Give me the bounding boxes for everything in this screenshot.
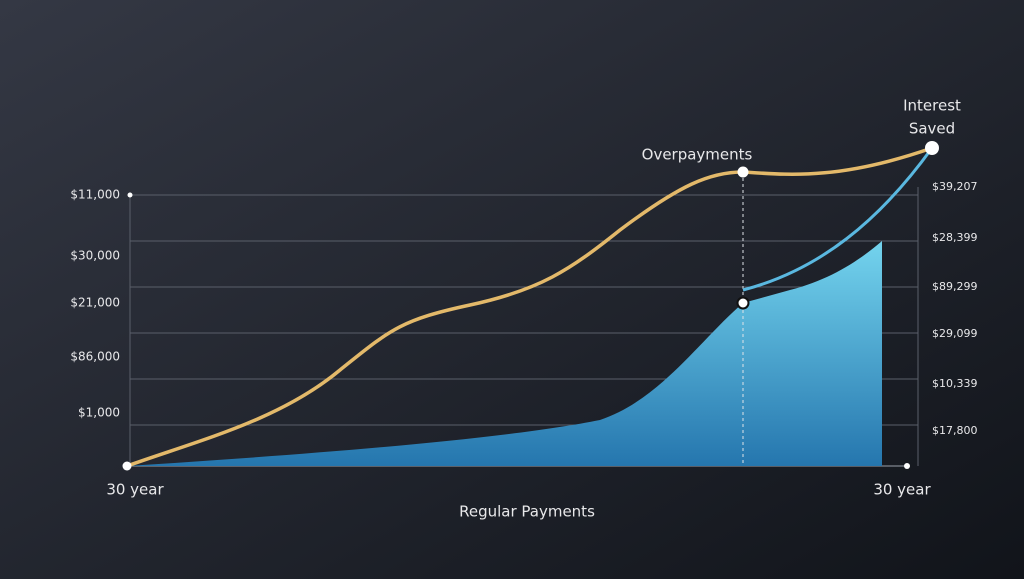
left-axis-label: $30,000 [70,249,120,263]
interest-line [742,147,934,292]
right-axis-label: $17,800 [932,424,978,437]
x-label: 30 year [873,481,931,499]
annotation: Interest [903,97,961,115]
right-axis-label: $10,339 [932,377,978,390]
right-axis-label: $28,399 [932,231,978,244]
left-axis-label: $11,000 [70,188,120,202]
annotation: Saved [909,120,955,138]
right-axis-label: $39,207 [932,180,978,193]
x-axis-title: Regular Payments [459,503,595,521]
x-label: 30 year [106,481,164,499]
right-axis-label: $29,099 [932,327,978,340]
right-axis-label: $89,299 [932,280,978,293]
annotation: Overpayments [642,146,753,164]
left-axis-label: $21,000 [70,296,120,310]
regular-area [127,241,882,466]
points [122,141,939,471]
left-axis-label: $86,000 [70,350,120,364]
left-axis-label: $1,000 [78,406,120,420]
overpayment-line [126,146,933,468]
